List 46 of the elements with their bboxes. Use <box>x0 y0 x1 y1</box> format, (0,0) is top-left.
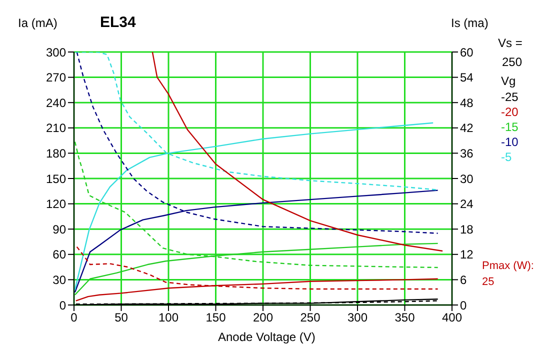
legend-title: Vg <box>501 74 517 88</box>
y2-tick-label: 36 <box>460 146 474 160</box>
y2-tick-label: 60 <box>460 45 474 60</box>
text: -25 <box>501 90 518 105</box>
y-tick-label: 120 <box>46 197 66 212</box>
chart-title: EL34 <box>100 14 136 31</box>
text: Pmax (W): <box>482 260 534 272</box>
text: Vs = <box>498 36 522 50</box>
x-tick-label: 400 <box>442 310 462 325</box>
y2-tick-label: 48 <box>460 96 474 110</box>
y-axis-title: Ia (mA) <box>18 16 58 30</box>
x-tick-label: 0 <box>70 310 78 325</box>
y2-tick-label: 42 <box>460 121 474 136</box>
y-tick-label: 30 <box>52 272 66 287</box>
y2-tick-label: 18 <box>460 222 474 236</box>
x-tick-label: 150 <box>206 310 226 325</box>
x-tick-label: 200 <box>252 310 274 325</box>
y-tick-label: 210 <box>46 121 66 136</box>
x-tick-label: 100 <box>158 310 179 325</box>
text: -20 <box>501 105 518 120</box>
y-tick-label: 60 <box>52 248 66 262</box>
y-tick-label: 0 <box>59 298 66 312</box>
y-tick-label: 180 <box>46 146 66 160</box>
y-tick-label: 300 <box>46 45 66 60</box>
y2-axis-title: Is (ma) <box>451 16 488 30</box>
text: -5 <box>501 150 513 165</box>
text: 25 <box>482 276 494 288</box>
x-tick-label: 300 <box>347 310 368 325</box>
y-tick-label: 270 <box>46 70 66 85</box>
y2-tick-label: 6 <box>460 272 467 287</box>
x-tick-label: 50 <box>114 310 128 325</box>
line-series <box>152 52 444 252</box>
y-tick-label: 90 <box>52 222 66 236</box>
x-tick-label: 250 <box>300 310 321 325</box>
y2-tick-label: 24 <box>460 197 474 212</box>
text: 250 <box>502 55 522 69</box>
y-tick-label: 240 <box>46 96 66 110</box>
text: -10 <box>501 135 518 150</box>
x-axis-title: Anode Voltage (V) <box>218 330 316 344</box>
text: -15 <box>501 120 518 135</box>
y2-tick-label: 54 <box>460 70 474 85</box>
y2-tick-label: 0 <box>460 298 467 312</box>
y2-tick-label: 30 <box>460 172 474 186</box>
y2-tick-label: 12 <box>460 248 474 262</box>
y-tick-label: 150 <box>46 172 66 186</box>
x-tick-label: 350 <box>394 310 416 325</box>
